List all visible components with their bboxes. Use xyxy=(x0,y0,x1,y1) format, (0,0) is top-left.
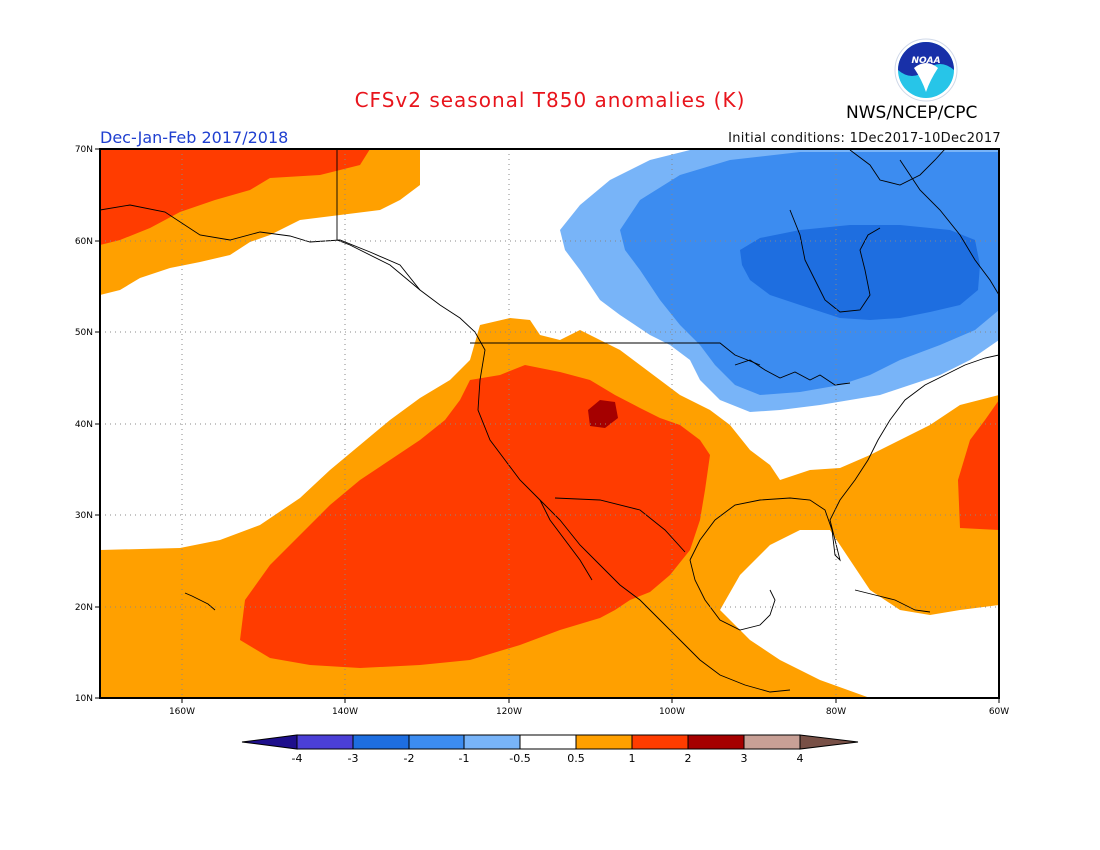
colorbar-swatch xyxy=(241,734,298,750)
colorbar-swatch xyxy=(463,734,521,750)
lon-label: 80W xyxy=(826,707,846,717)
lon-label: 60W xyxy=(989,707,1009,717)
lon-labels: 160W 140W 120W 100W 80W 60W xyxy=(169,707,1009,717)
colorbar-swatch xyxy=(743,734,801,750)
lon-label: 160W xyxy=(169,707,195,717)
agency-label: NWS/NCEP/CPC xyxy=(846,103,978,123)
colorbar-swatch xyxy=(575,734,633,750)
colorbar-swatch xyxy=(296,734,354,750)
axis-ticks xyxy=(95,148,1000,703)
colorbar-swatch xyxy=(631,734,689,750)
anomaly-region-caribbean-neutral xyxy=(720,530,999,698)
colorbar-label: -3 xyxy=(348,752,359,765)
map-title: CFSv2 seasonal T850 anomalies (K) xyxy=(354,88,746,112)
initial-conditions-label: Initial conditions: 1Dec2017-10Dec2017 xyxy=(728,131,1001,146)
lon-label: 100W xyxy=(659,707,685,717)
lat-label: 30N xyxy=(75,511,93,521)
lat-labels: 70N 60N 50N 40N 30N 20N 10N xyxy=(75,145,93,704)
border-alaska-canada xyxy=(336,149,421,291)
lat-label: 50N xyxy=(75,328,93,338)
noaa-logo-text: NOAA xyxy=(911,56,940,66)
border-canada-us xyxy=(470,342,761,366)
season-label: Dec-Jan-Feb 2017/2018 xyxy=(100,128,289,147)
anomaly-region-hudson-blue xyxy=(740,225,980,320)
colorbar xyxy=(241,734,859,750)
coastline-labrador xyxy=(899,159,999,296)
lat-label: 60N xyxy=(75,237,93,247)
colorbar-swatch xyxy=(799,734,859,750)
colorbar-label: -4 xyxy=(292,752,303,765)
colorbar-label: 1 xyxy=(629,752,636,765)
colorbar-label: 4 xyxy=(797,752,804,765)
lon-label: 140W xyxy=(332,707,358,717)
colorbar-swatch xyxy=(687,734,745,750)
colorbar-label: 0.5 xyxy=(567,752,585,765)
coastline-alaska xyxy=(100,204,791,693)
anomaly-region-bering-red xyxy=(100,149,370,245)
lat-label: 10N xyxy=(75,694,93,704)
colorbar-label: 3 xyxy=(741,752,748,765)
anomaly-fill xyxy=(100,149,999,698)
coastline-hawaii xyxy=(184,592,216,611)
noaa-logo: NOAA xyxy=(894,38,958,102)
border-us-mexico xyxy=(554,497,686,553)
coastline-greenland xyxy=(849,149,946,186)
colorbar-swatch xyxy=(408,734,465,750)
lon-label: 120W xyxy=(496,707,522,717)
colorbar-swatch xyxy=(519,734,577,750)
anomaly-region-colorado-darkred xyxy=(588,400,618,428)
anomaly-region-west-red xyxy=(240,365,710,668)
colorbar-labels: -4 -3 -2 -1 -0.5 0.5 1 2 3 4 xyxy=(292,752,804,765)
coastline-cuba xyxy=(854,589,931,613)
anomaly-region-atlantic-red xyxy=(958,400,999,530)
colorbar-label: -2 xyxy=(404,752,415,765)
colorbar-label: 2 xyxy=(685,752,692,765)
coastlines xyxy=(100,149,999,693)
colorbar-swatch xyxy=(352,734,410,750)
coastline-hudson-bay xyxy=(789,209,881,313)
colorbar-label: -1 xyxy=(459,752,470,765)
lat-label: 20N xyxy=(75,603,93,613)
lat-label: 70N xyxy=(75,145,93,155)
lat-label: 40N xyxy=(75,420,93,430)
coastline-mexico-east xyxy=(689,559,776,631)
coastline-gulf xyxy=(689,354,999,562)
colorbar-label: -0.5 xyxy=(509,752,530,765)
coastline-baja xyxy=(539,499,593,581)
